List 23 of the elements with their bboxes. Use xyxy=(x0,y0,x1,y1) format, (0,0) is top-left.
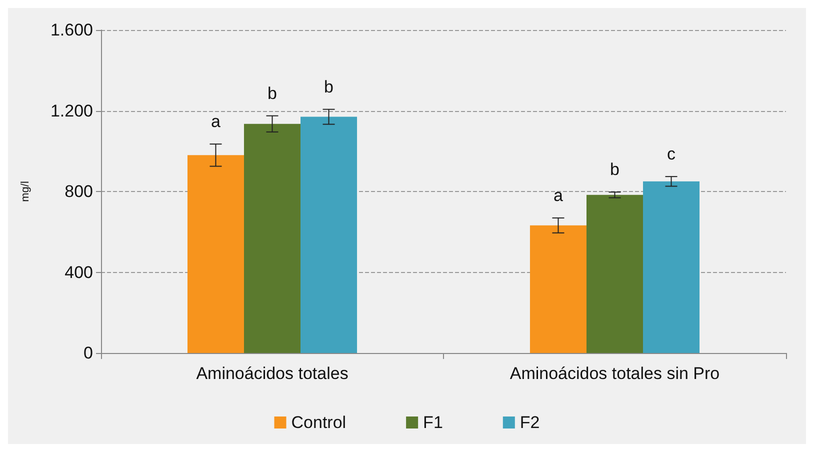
bar xyxy=(244,124,301,353)
data-label: b xyxy=(268,84,277,103)
data-label: a xyxy=(211,112,222,132)
bar xyxy=(643,181,700,353)
x-tick-label: Aminoácidos totales xyxy=(196,364,348,383)
y-tick-label: 800 xyxy=(64,182,93,201)
bar xyxy=(300,116,358,353)
data-label: b xyxy=(324,77,334,96)
bar xyxy=(530,225,586,353)
x-tick-label: Aminoácidos totales sin Pro xyxy=(510,364,720,383)
data-label: c xyxy=(667,144,676,164)
bar xyxy=(586,194,644,353)
legend-label: F2 xyxy=(520,413,540,432)
bar xyxy=(187,155,244,353)
y-axis-title: mg/l xyxy=(20,181,32,202)
legend-label: Control xyxy=(291,413,346,432)
data-label: a xyxy=(554,186,564,205)
y-tick-label: 1.600 xyxy=(50,20,93,40)
y-tick-label: 400 xyxy=(64,262,93,282)
data-label: b xyxy=(610,160,620,180)
legend-label: F1 xyxy=(423,413,443,432)
y-tick-label: 0 xyxy=(84,344,93,362)
y-tick-label: 1.200 xyxy=(50,101,93,120)
